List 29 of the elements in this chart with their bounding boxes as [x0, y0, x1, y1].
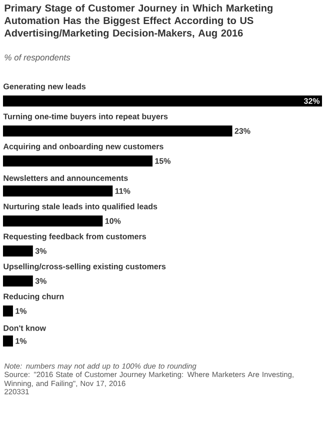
y-tick-label: Upselling/cross-selling existing customers	[4, 263, 166, 271]
data-label: 23%	[234, 128, 250, 134]
data-label: 10%	[105, 218, 121, 224]
bar	[3, 126, 232, 137]
bar	[3, 216, 103, 226]
y-tick-label: Nurturing stale leads into qualified leads	[4, 203, 158, 211]
data-label: 32%	[304, 98, 320, 104]
y-tick-label: Reducing churn	[4, 293, 64, 301]
data-label: 11%	[115, 188, 130, 194]
data-label: 15%	[155, 158, 171, 164]
y-tick-label: Don't know	[4, 325, 46, 331]
bar	[3, 156, 153, 167]
y-tick-label: Newsletters and announcements	[4, 175, 128, 181]
bar	[3, 96, 322, 107]
data-label: 1%	[16, 308, 27, 314]
y-tick-label: Acquiring and onboarding new customers	[3, 143, 164, 151]
bar	[3, 186, 113, 196]
chart-subtitle: % of respondents	[4, 54, 70, 62]
bar	[3, 246, 33, 256]
chart-title: Primary Stage of Customer Journey in Which Marketing Automation Has the Biggest Effect According to US Advertising/Marketing Decision-Makers, Aug 2016	[4, 4, 272, 39]
data-label: 3%	[35, 278, 46, 284]
y-tick-label: Turning one-time buyers into repeat buyers	[3, 113, 168, 121]
bar	[3, 335, 13, 346]
bar	[3, 306, 13, 316]
bar	[3, 276, 33, 286]
y-tick-label: Requesting feedback from customers	[4, 233, 146, 241]
y-tick-label: Generating new leads	[4, 83, 86, 91]
data-label: 1%	[16, 338, 27, 344]
data-label: 3%	[35, 248, 46, 254]
